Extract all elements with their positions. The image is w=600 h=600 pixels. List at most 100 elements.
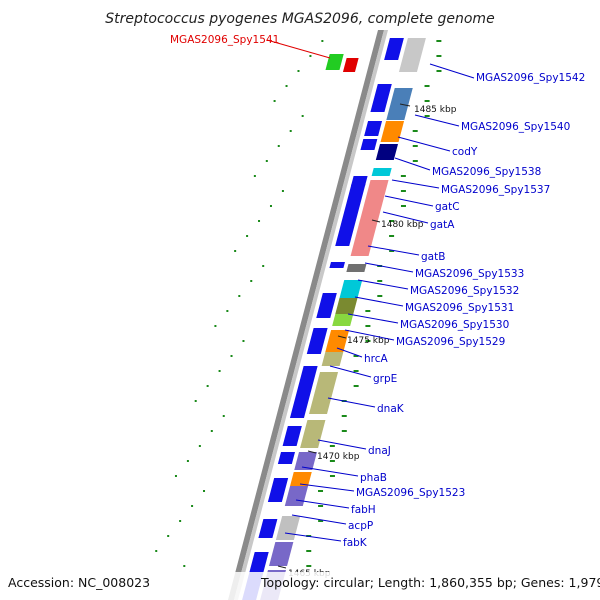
gc-mark (194, 400, 197, 402)
gene-block (321, 352, 344, 366)
gene-block (294, 452, 318, 470)
map-title: Streptococcus pyogenes MGAS2096, complet… (105, 11, 494, 27)
gene-label[interactable]: MGAS2096_Spy1540 (461, 121, 570, 133)
gc-mark (318, 505, 324, 507)
genome-backbone (228, 30, 388, 600)
gene-arrow (384, 38, 404, 60)
gene-block (346, 264, 367, 272)
gene-label[interactable]: phaB (360, 472, 387, 484)
gene-label[interactable]: dnaK (377, 403, 405, 415)
gc-mark (436, 40, 442, 42)
gc-mark (167, 535, 170, 537)
gene-arrow (370, 84, 392, 112)
gc-mark (174, 475, 177, 477)
gc-mark (341, 415, 347, 417)
gc-mark (318, 520, 324, 522)
gene-label[interactable]: gatC (435, 201, 460, 213)
gene-label[interactable]: fabH (351, 504, 376, 516)
gene-block (300, 420, 326, 448)
gc-mark (365, 340, 371, 342)
gene-arrow (289, 366, 318, 418)
gc-mark (412, 130, 418, 132)
gene-labels: MGAS2096_Spy1541 MGAS2096_Spy1542 MGAS20… (170, 34, 585, 549)
gene-label[interactable]: MGAS2096_Spy1538 (432, 166, 541, 178)
gc-mark (297, 70, 300, 72)
gc-mark (412, 160, 418, 162)
gene-label-highlight[interactable]: MGAS2096_Spy1541 (170, 34, 279, 46)
gene-block (269, 542, 294, 566)
gene-label[interactable]: MGAS2096_Spy1529 (396, 336, 505, 348)
gc-mark (353, 370, 359, 372)
gene-arrow (350, 176, 368, 186)
gc-mark (365, 325, 371, 327)
gene-arrow (267, 478, 289, 502)
gc-mark (329, 475, 335, 477)
gene-label[interactable]: MGAS2096_Spy1530 (400, 319, 509, 331)
gene-label[interactable]: codY (452, 146, 478, 158)
gene-label[interactable]: MGAS2096_Spy1531 (405, 302, 514, 314)
gene-label[interactable]: MGAS2096_Spy1537 (441, 184, 550, 196)
gc-mark (281, 190, 284, 192)
footer-background (0, 572, 600, 600)
gene-arrow (329, 262, 345, 268)
gene-label[interactable]: hrcA (364, 353, 389, 365)
gc-mark (246, 235, 249, 237)
gene-label[interactable]: dnaJ (368, 445, 391, 457)
gc-mark (242, 340, 245, 342)
gene-label[interactable]: grpE (373, 373, 397, 385)
gc-mark (191, 505, 194, 507)
gc-mark (329, 460, 335, 462)
gene-block-highlight (325, 54, 344, 70)
gc-mark (265, 160, 268, 162)
gene-label[interactable]: gatB (421, 251, 445, 263)
gc-mark (412, 145, 418, 147)
gc-mark (400, 205, 406, 207)
gc-mark (289, 130, 292, 132)
gene-label[interactable]: gatA (430, 219, 455, 231)
gc-mark (250, 280, 253, 282)
gene-label[interactable]: acpP (348, 520, 373, 532)
gc-mark (318, 490, 324, 492)
gc-mark (198, 445, 201, 447)
gene-block (290, 472, 312, 486)
gene-arrow (277, 452, 296, 464)
gc-mark (353, 385, 359, 387)
gene-block (350, 180, 389, 256)
gc-mark (389, 250, 395, 252)
tick-label: 1485 kbp (414, 105, 457, 115)
gene-block (275, 516, 301, 540)
gc-mark (329, 445, 335, 447)
gc-mark (400, 190, 406, 192)
gene-block (375, 144, 399, 160)
gc-mark (258, 220, 261, 222)
gene-label[interactable]: MGAS2096_Spy1523 (356, 487, 465, 499)
gene-label[interactable]: fabK (343, 537, 368, 549)
gc-mark (301, 115, 304, 117)
gene-block (380, 121, 405, 142)
gc-mark (210, 430, 213, 432)
gc-mark (306, 550, 312, 552)
gene-arrow (364, 121, 383, 136)
gc-mark (321, 40, 324, 42)
gc-mark (222, 415, 225, 417)
tick-label: 1470 kbp (317, 452, 360, 462)
gene-label[interactable]: MGAS2096_Spy1533 (415, 268, 524, 280)
gene-block (386, 88, 413, 120)
gene-arrow (316, 293, 337, 318)
gc-mark (436, 70, 442, 72)
gc-mark (273, 100, 276, 102)
gc-mark (306, 565, 312, 567)
gene-label[interactable]: MGAS2096_Spy1532 (410, 285, 519, 297)
gc-mark (277, 145, 280, 147)
gc-mark (309, 55, 312, 57)
gc-mark (183, 565, 186, 567)
gc-mark (285, 85, 288, 87)
gene-block (371, 168, 392, 176)
gc-mark (253, 175, 256, 177)
gene-block-highlight (342, 58, 359, 72)
gc-mark (234, 250, 237, 252)
gene-label[interactable]: MGAS2096_Spy1542 (476, 72, 585, 84)
gc-mark (400, 175, 406, 177)
gene-block (284, 486, 309, 506)
gene-arrow (306, 328, 328, 354)
